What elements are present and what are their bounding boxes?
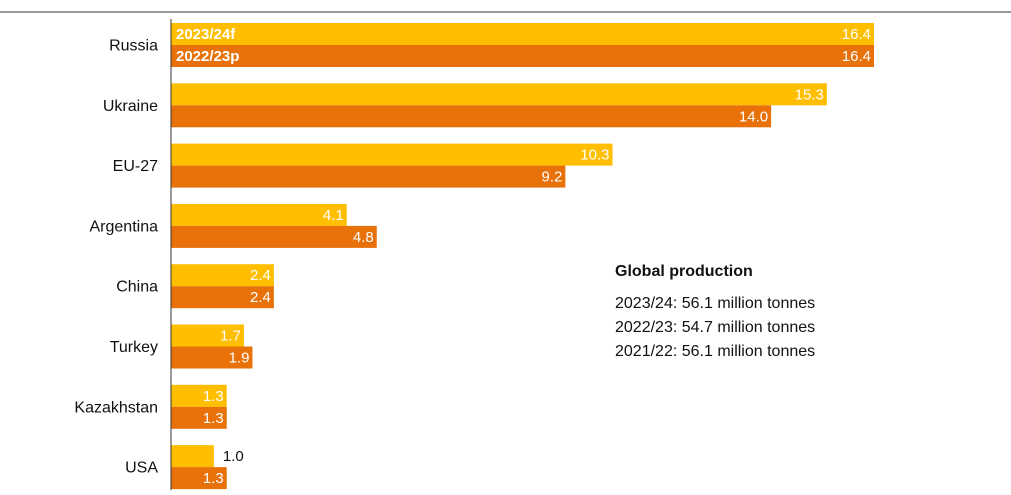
value-label-russia-2023-24f: 16.4 [842,26,871,43]
value-label-argentina-2022-23p: 4.8 [353,229,374,246]
bar-eu-27-2023-24f [171,143,613,166]
value-label-eu-27-2022-23p: 9.2 [542,169,563,186]
value-label-kazakhstan-2022-23p: 1.3 [203,410,224,427]
value-label-china-2023-24f: 2.4 [250,267,271,284]
value-label-usa-2023-24f: 1.0 [223,448,244,465]
value-label-ukraine-2022-23p: 14.0 [739,108,768,125]
value-label-china-2022-23p: 2.4 [250,289,271,306]
value-label-turkey-2022-23p: 1.9 [229,350,250,367]
bar-russia-2022-23p [171,45,874,67]
bar-turkey-2022-23p [171,346,253,369]
value-label-turkey-2023-24f: 1.7 [220,328,241,345]
value-label-usa-2022-23p: 1.3 [203,470,224,487]
value-label-eu-27-2023-24f: 10.3 [580,147,609,164]
global-production-title: Global production [615,263,753,280]
value-label-kazakhstan-2023-24f: 1.3 [203,388,224,405]
category-label-kazakhstan: Kazakhstan [74,399,158,416]
category-label-turkey: Turkey [110,339,158,356]
category-label-eu-27: EU-27 [113,158,158,175]
global-production-note: Global production 2023/24: 56.1 million … [615,262,815,364]
bar-kazakhstan-2022-23p [171,406,227,429]
value-label-argentina-2023-24f: 4.1 [323,207,344,224]
global-production-line-2021-22: 2021/22: 56.1 million tonnes [615,343,816,360]
bar-argentina-2022-23p [171,225,377,248]
global-production-line-2022-23: 2022/23: 54.7 million tonnes [615,319,816,336]
bar-ukraine-2022-23p [171,105,772,128]
value-label-ukraine-2023-24f: 15.3 [795,86,824,103]
bar-usa-2022-23p [171,467,227,490]
bar-turkey-2023-24f [171,324,244,347]
global-production-line-2023-24: 2023/24: 56.1 million tonnes [615,295,816,312]
bar-usa-2023-24f [171,445,214,468]
bar-china-2022-23p [171,286,274,309]
category-label-russia: Russia [109,38,158,55]
bar-kazakhstan-2023-24f [171,384,227,407]
legend-2022-23p: 2022/23p [176,48,239,65]
category-label-ukraine: Ukraine [103,98,158,115]
category-label-argentina: Argentina [90,218,159,235]
bar-ukraine-2023-24f [171,83,827,106]
bar-eu-27-2022-23p [171,165,566,188]
category-label-china: China [116,279,158,296]
legend-2023-24f: 2023/24f [176,26,236,43]
bar-russia-2023-24f [171,23,874,45]
category-label-usa: USA [125,460,158,477]
bar-china-2023-24f [171,264,274,287]
value-label-russia-2022-23p: 16.4 [842,48,871,65]
bar-argentina-2023-24f [171,203,347,226]
